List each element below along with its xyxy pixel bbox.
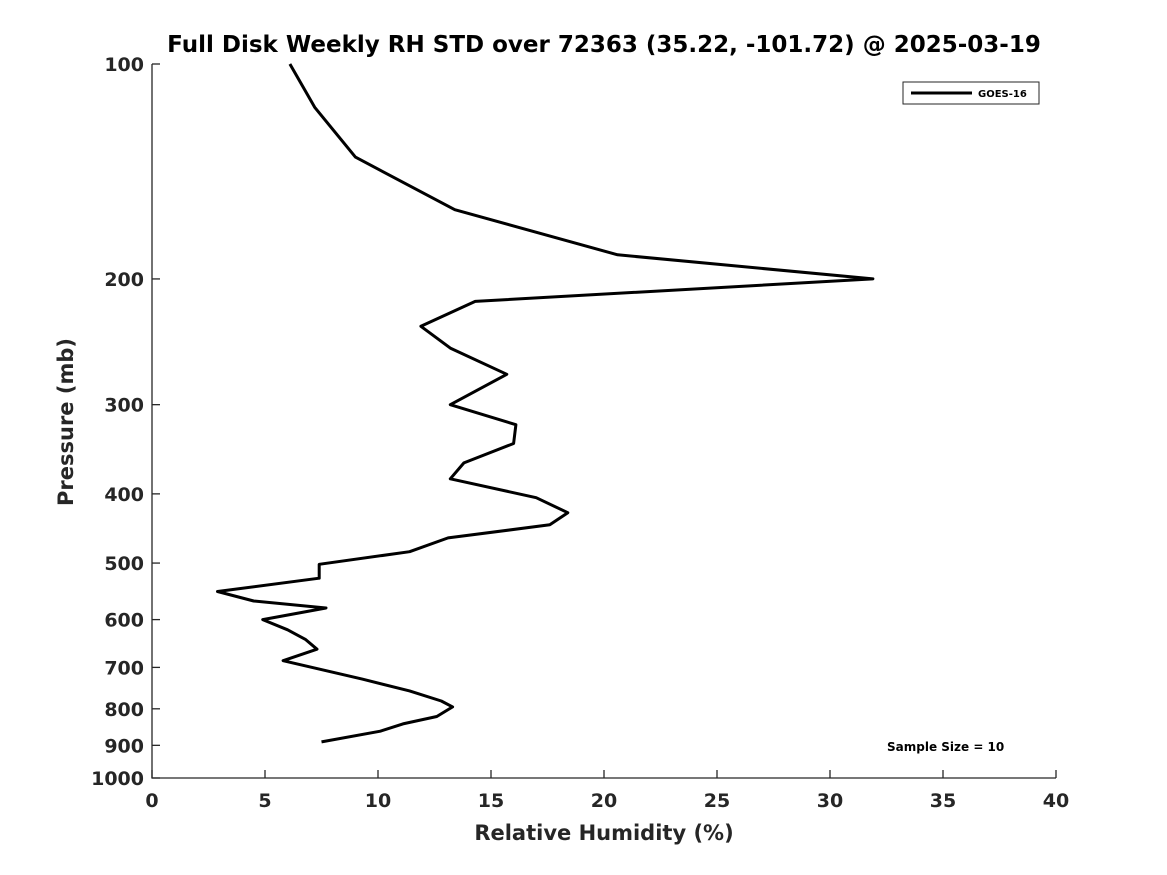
y-tick-label: 800 bbox=[104, 699, 144, 721]
y-tick-label: 500 bbox=[104, 553, 144, 575]
y-tick-label: 1000 bbox=[91, 768, 144, 790]
plot-area: 0 5 10 15 20 25 30 35 40 100 200 300 400 500 600 700 80… bbox=[91, 54, 1069, 812]
x-tick-label: 15 bbox=[478, 790, 504, 812]
series-line-goes-16 bbox=[216, 63, 875, 744]
y-tick-label: 300 bbox=[104, 395, 144, 417]
y-axis-ticks: 100 200 300 400 500 600 700 800 900 1000 bbox=[91, 54, 160, 790]
chart-title: Full Disk Weekly RH STD over 72363 (35.2… bbox=[167, 32, 1041, 58]
legend: GOES-16 bbox=[902, 81, 1040, 105]
x-axis-ticks: 0 5 10 15 20 25 30 35 40 bbox=[145, 770, 1069, 812]
y-tick-label: 600 bbox=[104, 610, 144, 632]
x-tick-label: 10 bbox=[365, 790, 391, 812]
y-tick-label: 100 bbox=[104, 54, 144, 76]
legend-label-goes-16: GOES-16 bbox=[978, 89, 1027, 100]
y-tick-label: 200 bbox=[104, 269, 144, 291]
x-tick-label: 35 bbox=[930, 790, 956, 812]
y-tick-label: 400 bbox=[104, 484, 144, 506]
x-tick-label: 25 bbox=[704, 790, 730, 812]
x-tick-label: 5 bbox=[258, 790, 271, 812]
x-axis-label: Relative Humidity (%) bbox=[474, 821, 733, 845]
y-axis-label: Pressure (mb) bbox=[54, 338, 78, 506]
y-tick-label: 700 bbox=[104, 657, 144, 679]
y-tick-label: 900 bbox=[104, 735, 144, 757]
x-tick-label: 40 bbox=[1043, 790, 1069, 812]
x-tick-label: 20 bbox=[591, 790, 617, 812]
x-tick-label: 0 bbox=[145, 790, 158, 812]
sample-size-annotation: Sample Size = 10 bbox=[887, 740, 1004, 754]
x-tick-label: 30 bbox=[817, 790, 843, 812]
